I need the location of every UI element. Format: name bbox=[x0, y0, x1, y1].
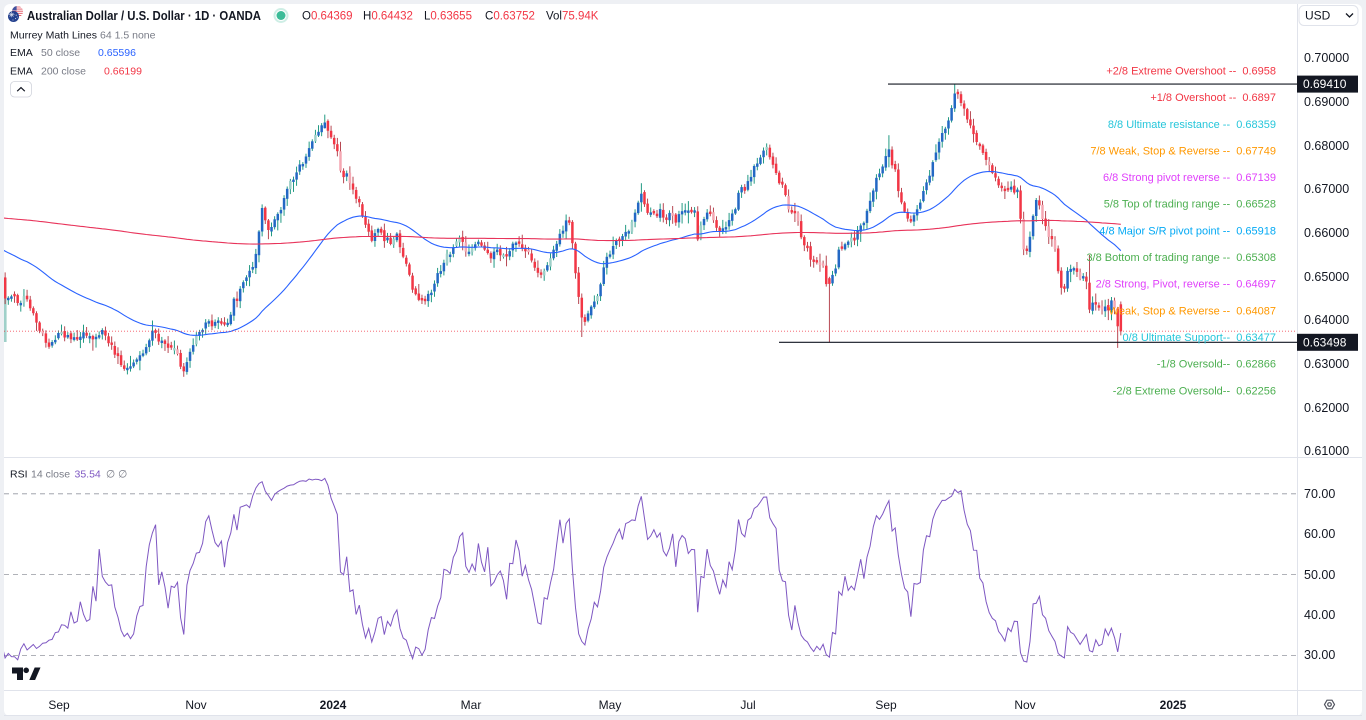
svg-text:64 1.5 none: 64 1.5 none bbox=[100, 30, 156, 42]
svg-text:Sep: Sep bbox=[875, 698, 897, 712]
svg-text:6/8 Strong pivot reverse -- 0: 6/8 Strong pivot reverse -- 0.67139 bbox=[1103, 172, 1276, 184]
svg-text:50 close: 50 close bbox=[41, 47, 80, 59]
svg-text:0.66199: 0.66199 bbox=[104, 66, 142, 78]
svg-text:50.00: 50.00 bbox=[1304, 568, 1335, 582]
svg-text:0.67000: 0.67000 bbox=[1304, 182, 1349, 196]
svg-text:35.54: 35.54 bbox=[75, 469, 101, 481]
svg-text:70.00: 70.00 bbox=[1304, 487, 1335, 501]
svg-text:+2/8 Extreme Overshoot -- 0.6: +2/8 Extreme Overshoot -- 0.6958 bbox=[1106, 66, 1276, 78]
svg-text:5/8 Top of trading range -- 0: 5/8 Top of trading range -- 0.66528 bbox=[1104, 199, 1276, 211]
svg-text:Nov: Nov bbox=[185, 698, 206, 712]
svg-text:0.70000: 0.70000 bbox=[1304, 51, 1349, 65]
svg-text:Nov: Nov bbox=[1014, 698, 1035, 712]
svg-text:Weak, Stop & Reverse -- 0.640: Weak, Stop & Reverse -- 0.64087 bbox=[1109, 305, 1276, 317]
svg-text:200 close: 200 close bbox=[41, 66, 86, 78]
svg-text:0.66000: 0.66000 bbox=[1304, 226, 1349, 240]
svg-text:RSI: RSI bbox=[10, 469, 28, 481]
svg-text:14 close: 14 close bbox=[31, 469, 70, 481]
svg-text:USD: USD bbox=[1305, 9, 1331, 23]
svg-text:0/8 Ultimate Support-- 0.6347: 0/8 Ultimate Support-- 0.63477 bbox=[1123, 332, 1276, 344]
svg-text:EMA: EMA bbox=[10, 47, 33, 59]
svg-text:May: May bbox=[599, 698, 622, 712]
svg-text:2/8 Strong, Pivot, reverse --: 2/8 Strong, Pivot, reverse -- 0.64697 bbox=[1096, 279, 1276, 291]
svg-text:0.65596: 0.65596 bbox=[98, 47, 136, 59]
svg-text:4/8 Major S/R pivot point --: 4/8 Major S/R pivot point -- 0.65918 bbox=[1099, 225, 1276, 237]
svg-text:EMA: EMA bbox=[10, 66, 33, 78]
svg-text:O0.64369: O0.64369 bbox=[302, 11, 353, 23]
svg-text:2025: 2025 bbox=[1160, 698, 1187, 712]
svg-text:Murrey Math Lines: Murrey Math Lines bbox=[10, 30, 97, 42]
svg-text:2024: 2024 bbox=[320, 698, 347, 712]
svg-text:L0.63655: L0.63655 bbox=[424, 11, 472, 23]
svg-text:0.68000: 0.68000 bbox=[1304, 139, 1349, 153]
svg-text:0.69410: 0.69410 bbox=[1303, 77, 1347, 91]
svg-text:Vol75.94K: Vol75.94K bbox=[546, 11, 599, 23]
svg-text:Australian Dollar / U.S. Dolla: Australian Dollar / U.S. Dollar · 1D · O… bbox=[27, 8, 262, 23]
svg-text:Jul: Jul bbox=[740, 698, 755, 712]
svg-text:0.64000: 0.64000 bbox=[1304, 313, 1349, 327]
svg-text:H0.64432: H0.64432 bbox=[363, 11, 413, 23]
svg-text:40.00: 40.00 bbox=[1304, 608, 1335, 622]
svg-text:8/8 Ultimate resistance -- 0.: 8/8 Ultimate resistance -- 0.68359 bbox=[1108, 119, 1276, 131]
svg-text:3/8 Bottom of trading range --: 3/8 Bottom of trading range -- 0.65308 bbox=[1086, 252, 1276, 264]
svg-text:-2/8 Extreme Oversold-- 0.622: -2/8 Extreme Oversold-- 0.62256 bbox=[1113, 385, 1276, 397]
svg-text:0.63498: 0.63498 bbox=[1303, 335, 1347, 349]
svg-text:+1/8 Overshoot -- 0.6897: +1/8 Overshoot -- 0.6897 bbox=[1150, 92, 1276, 104]
svg-text:-1/8 Oversold-- 0.62866: -1/8 Oversold-- 0.62866 bbox=[1157, 359, 1276, 371]
svg-text:0.69000: 0.69000 bbox=[1304, 95, 1349, 109]
svg-text:30.00: 30.00 bbox=[1304, 648, 1335, 662]
svg-text:C0.63752: C0.63752 bbox=[485, 11, 535, 23]
svg-text:Mar: Mar bbox=[461, 698, 482, 712]
svg-text:60.00: 60.00 bbox=[1304, 527, 1335, 541]
svg-text:∅ ∅: ∅ ∅ bbox=[106, 469, 127, 481]
svg-text:7/8 Weak, Stop & Reverse -- 0: 7/8 Weak, Stop & Reverse -- 0.67749 bbox=[1090, 145, 1276, 157]
svg-text:0.63000: 0.63000 bbox=[1304, 357, 1349, 371]
svg-text:0.61000: 0.61000 bbox=[1304, 444, 1349, 458]
svg-text:0.65000: 0.65000 bbox=[1304, 270, 1349, 284]
svg-text:0.62000: 0.62000 bbox=[1304, 401, 1349, 415]
svg-text:Sep: Sep bbox=[48, 698, 70, 712]
